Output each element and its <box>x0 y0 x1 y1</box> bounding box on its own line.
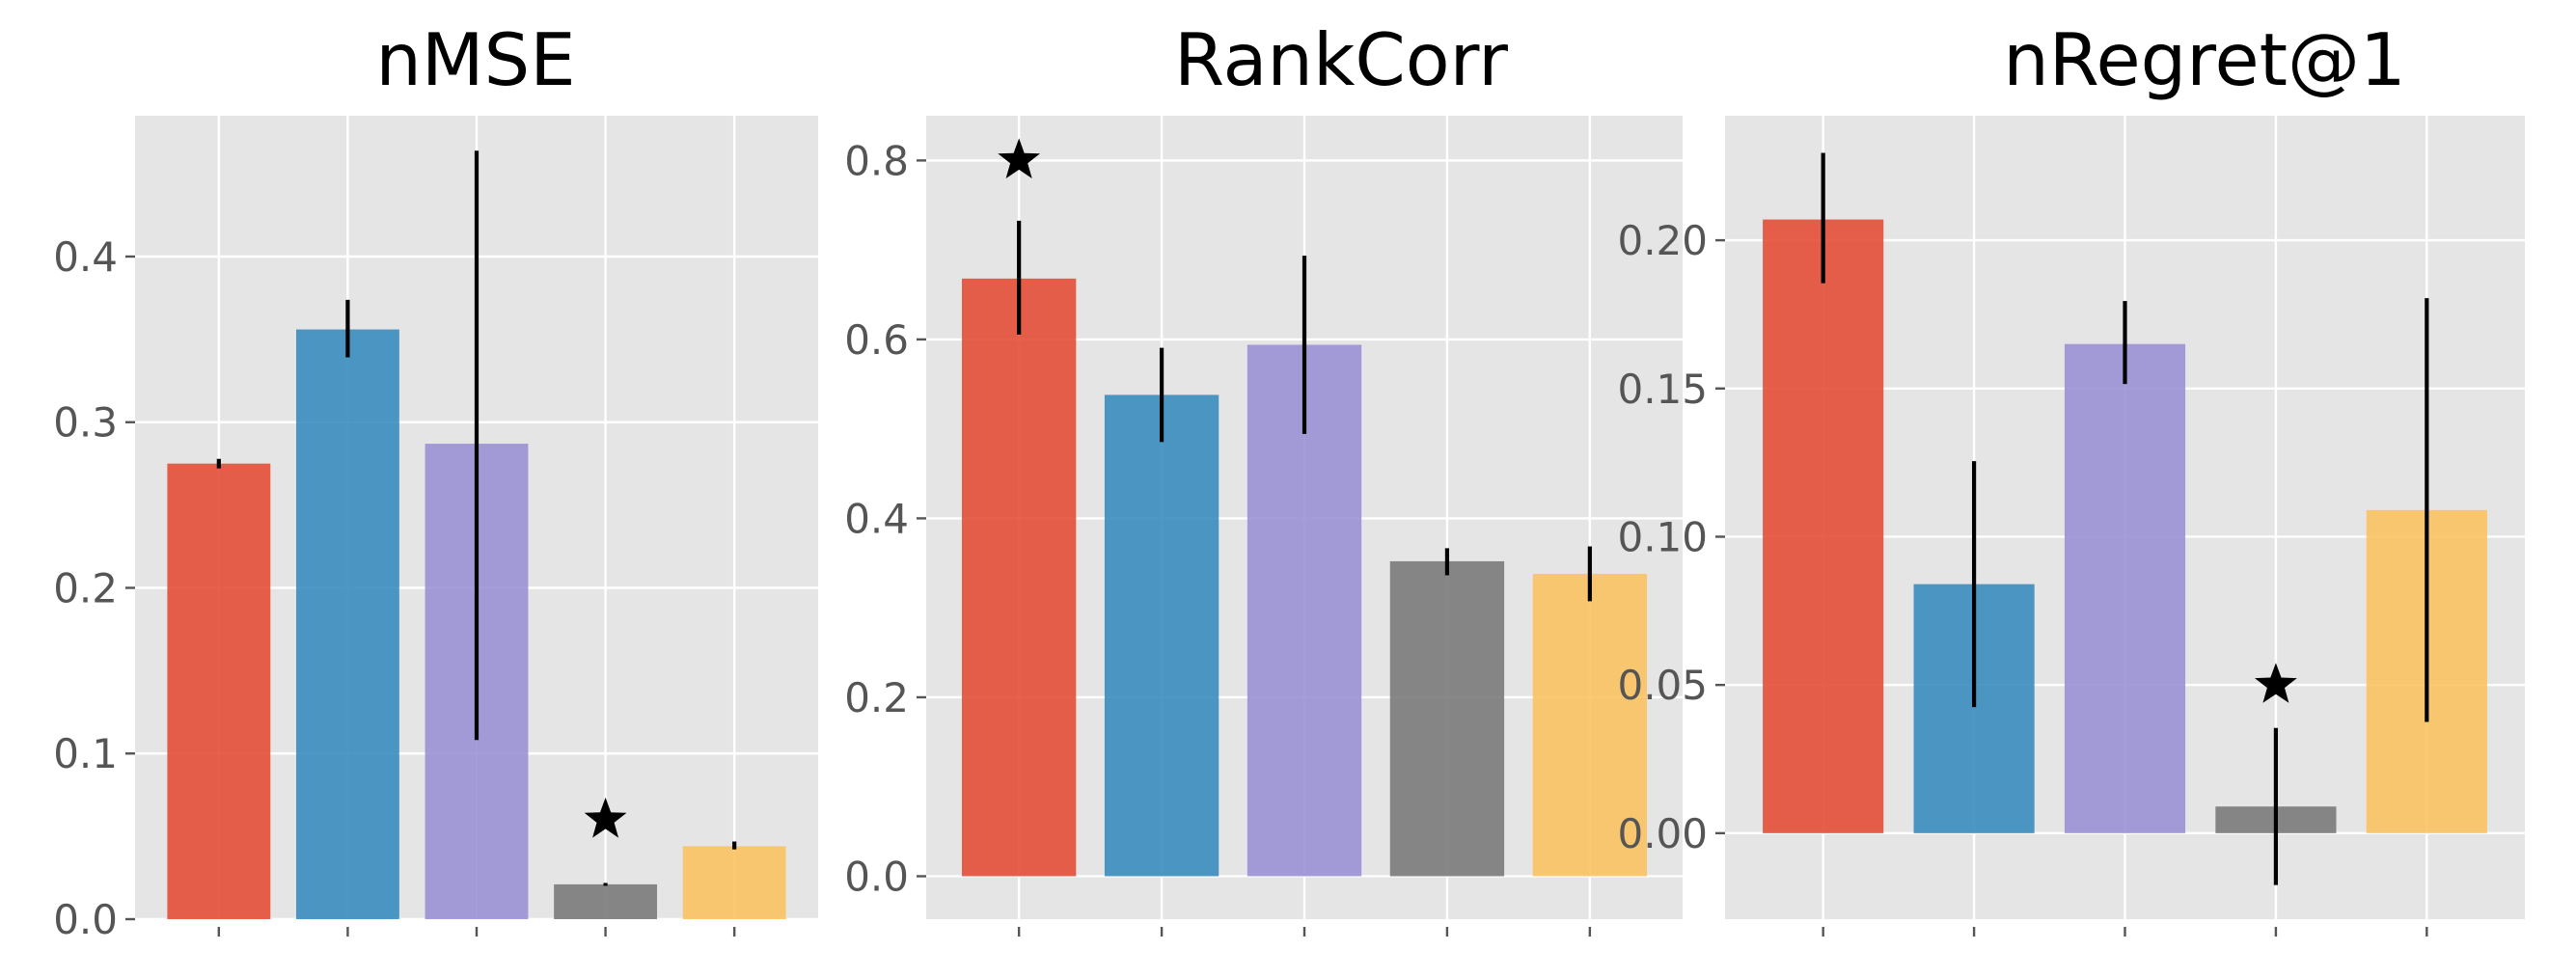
plot-area-nmse: 0.0 0.1 0.2 0.3 0.4 <box>53 116 818 943</box>
y-tick-label: 0.10 <box>1617 513 1708 560</box>
panel-title-nregret: nRegret@1 <box>2003 17 2405 102</box>
panel-nmse: nMSE 0.0 0.1 0.2 0.3 0.4 <box>53 17 818 943</box>
panel-nregret: nRegret@1 0.00 0.05 0.10 0.15 0.20 <box>1617 17 2525 937</box>
panel-title-nmse: nMSE <box>375 17 575 102</box>
y-tick-label: 0.8 <box>844 137 909 184</box>
plot-area-nregret: 0.00 0.05 0.10 0.15 0.20 <box>1617 116 2525 937</box>
bar <box>1763 219 1884 833</box>
panel-rankcorr: RankCorr 0.0 0.2 0.4 0.6 0.8 <box>844 17 1683 937</box>
y-tick-label: 0.0 <box>844 853 909 900</box>
y-tick-label: 0.6 <box>844 316 909 364</box>
bar <box>295 329 399 920</box>
bar <box>2064 343 2186 833</box>
y-tick-label: 0.4 <box>53 233 118 281</box>
panel-title-rankcorr: RankCorr <box>1174 17 1508 102</box>
bar <box>554 883 658 919</box>
bar <box>961 278 1077 877</box>
y-tick-label: 0.4 <box>844 495 909 542</box>
y-tick-label: 0.1 <box>53 730 118 777</box>
bar <box>1104 394 1219 877</box>
y-tick-label: 0.2 <box>53 564 118 611</box>
y-tick-label: 0.3 <box>53 399 118 447</box>
y-tick-label: 0.0 <box>53 896 118 943</box>
best-star-icon <box>2255 663 2297 703</box>
y-tick-label: 0.20 <box>1617 217 1708 264</box>
best-star-icon <box>998 138 1040 178</box>
plot-area-rankcorr: 0.0 0.2 0.4 0.6 0.8 <box>844 116 1683 937</box>
y-tick-label: 0.2 <box>844 674 909 721</box>
bar <box>167 463 271 919</box>
bar <box>1532 573 1648 877</box>
bar <box>682 846 786 919</box>
y-tick-label: 0.15 <box>1617 366 1708 413</box>
best-star-icon <box>584 797 627 838</box>
y-tick-label: 0.00 <box>1617 810 1708 857</box>
y-tick-label: 0.05 <box>1617 662 1708 709</box>
bar <box>1389 560 1505 877</box>
